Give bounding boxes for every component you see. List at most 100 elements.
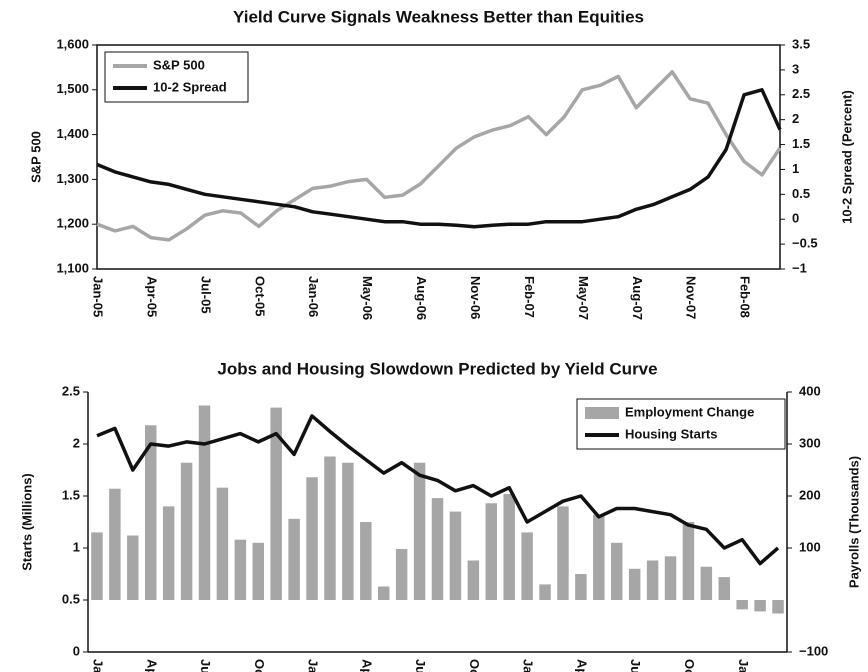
x-tick-label: Jan-08 <box>736 659 751 672</box>
y2-tick-label: 0 <box>792 211 799 226</box>
x-tick-label: Jul-06 <box>413 659 428 672</box>
y2-tick-label: 200 <box>799 487 821 502</box>
bar <box>503 493 515 600</box>
bar <box>162 506 175 600</box>
bar <box>557 506 569 600</box>
bar <box>109 488 121 600</box>
x-tick-label: Jan-05 <box>91 276 106 317</box>
bar <box>628 568 641 600</box>
y-tick-label: 2.5 <box>62 383 80 398</box>
y-tick-label: 1,200 <box>56 216 89 231</box>
bar <box>610 542 623 600</box>
x-tick-label: Jan-05 <box>91 659 106 672</box>
x-tick-label: Oct-07 <box>682 659 697 672</box>
bar <box>270 407 282 600</box>
y-tick-label: 1.5 <box>62 487 80 502</box>
y2-tick-label: 3.5 <box>792 36 810 51</box>
bar <box>682 522 695 600</box>
bar <box>144 425 157 600</box>
bar <box>180 462 193 600</box>
legend-label: Housing Starts <box>625 426 717 441</box>
y2-tick-label: 300 <box>799 435 821 450</box>
bar <box>521 532 533 600</box>
bar <box>306 477 318 600</box>
y-tick-label: 1,600 <box>56 36 89 51</box>
x-tick-label: May-06 <box>360 276 375 320</box>
chart-title: Yield Curve Signals Weakness Better than… <box>233 7 644 26</box>
bar <box>449 511 462 600</box>
y2-tick-label: 0.5 <box>792 186 810 201</box>
x-tick-label: Feb-07 <box>522 276 537 318</box>
bar <box>342 462 354 600</box>
y2-tick-label: 1.5 <box>792 136 810 151</box>
bar <box>736 600 748 610</box>
bar <box>772 600 784 614</box>
x-tick-label: Jul-05 <box>198 276 213 314</box>
bar <box>395 549 408 600</box>
legend-swatch <box>585 407 619 419</box>
x-tick-label: Nov-06 <box>468 276 483 319</box>
bar <box>664 556 677 600</box>
x-tick-label: Jan-07 <box>521 659 536 672</box>
line-series <box>96 88 782 229</box>
x-tick-label: Oct-06 <box>467 659 482 672</box>
y2-tick-label: −1 <box>792 260 807 275</box>
y-tick-label: 2 <box>73 435 80 450</box>
bar <box>754 600 766 612</box>
y2-tick-label: 1 <box>792 161 799 176</box>
bar <box>575 574 587 600</box>
bar <box>377 586 390 600</box>
y-axis-label: S&P 500 <box>28 131 43 183</box>
plot-frame <box>96 44 781 270</box>
x-tick-label: Apr-06 <box>359 659 374 672</box>
legend-label: Employment Change <box>625 404 754 419</box>
bar <box>360 522 372 600</box>
y-tick-label: 0.5 <box>62 591 80 606</box>
legend-label: S&P 500 <box>153 57 205 72</box>
y-tick-label: 1,500 <box>56 81 89 96</box>
x-tick-label: Oct-05 <box>252 659 267 672</box>
bar <box>593 514 605 600</box>
x-tick-label: Nov-07 <box>684 276 699 319</box>
y-tick-label: 1,100 <box>56 260 89 275</box>
x-tick-label: Jan-06 <box>306 276 321 317</box>
x-tick-label: Apr-05 <box>144 659 159 672</box>
y-tick-label: 1,400 <box>56 126 89 141</box>
x-tick-label: Oct-05 <box>252 276 267 316</box>
x-tick-label: Apr-07 <box>574 659 589 672</box>
line-series <box>96 414 780 566</box>
x-tick-label: Jan-06 <box>306 659 321 672</box>
bar <box>700 566 713 600</box>
bar <box>234 539 247 600</box>
y2-tick-label: 100 <box>799 539 821 554</box>
y-axis-label: Starts (Millions) <box>19 473 34 571</box>
bar <box>718 577 731 600</box>
bar <box>413 462 426 600</box>
y2-axis-label: Payrolls (Thousands) <box>846 456 861 588</box>
bar <box>288 518 300 600</box>
chart-title: Jobs and Housing Slowdown Predicted by Y… <box>217 359 657 378</box>
x-tick-label: Jul-05 <box>198 659 213 672</box>
x-tick-label: Apr-05 <box>144 276 159 317</box>
y-tick-label: 1 <box>73 539 80 554</box>
bar <box>91 532 103 600</box>
x-tick-label: Aug-07 <box>630 276 645 320</box>
y2-tick-label: 2.5 <box>792 86 810 101</box>
bar <box>485 503 498 600</box>
bar <box>252 542 265 600</box>
y2-axis-label: 10-2 Spread (Percent) <box>839 90 854 224</box>
bar <box>198 405 211 600</box>
legend-box <box>104 51 249 103</box>
x-tick-label: Feb-08 <box>738 276 753 318</box>
y2-tick-label: −0.5 <box>792 236 818 251</box>
x-tick-label: Aug-06 <box>414 276 429 320</box>
bar <box>431 498 444 600</box>
bar <box>127 535 139 600</box>
y2-tick-label: −100 <box>799 643 828 658</box>
y2-tick-label: 2 <box>792 111 799 126</box>
y-tick-label: 1,300 <box>56 171 89 186</box>
y2-tick-label: 3 <box>792 61 799 76</box>
bar <box>216 487 229 600</box>
x-tick-label: Jul-07 <box>628 659 643 672</box>
